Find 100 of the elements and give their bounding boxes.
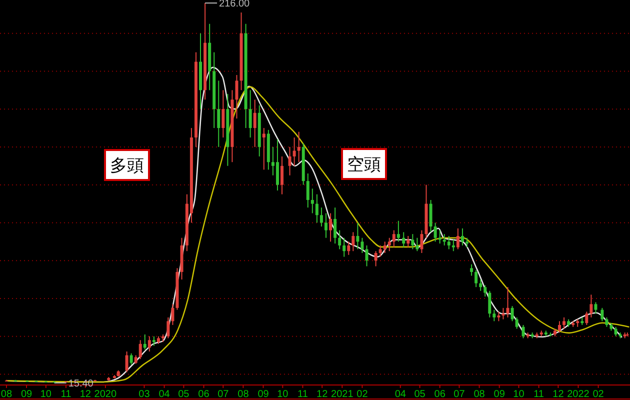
candlestick xyxy=(222,90,225,138)
candlestick xyxy=(334,207,337,244)
candlestick xyxy=(138,340,142,360)
candlestick xyxy=(515,316,518,330)
annotation: 多頭 xyxy=(110,156,144,176)
candlestick xyxy=(411,234,414,250)
candlestick xyxy=(125,350,128,373)
candlestick xyxy=(416,237,419,252)
candlestick xyxy=(347,241,350,256)
x-tick-label: 06 xyxy=(434,389,446,400)
candlestick xyxy=(292,136,296,166)
x-tick-label: 11 xyxy=(60,389,72,400)
candlestick xyxy=(605,316,608,328)
candlestick xyxy=(434,222,437,242)
candlestick xyxy=(600,307,604,322)
x-tick-label: 04 xyxy=(394,389,406,400)
x-tick-label: 05 xyxy=(414,389,426,400)
candlestick xyxy=(374,250,378,267)
candlestick xyxy=(470,264,474,276)
candlestick xyxy=(262,128,266,170)
candlestick xyxy=(253,99,256,148)
x-tick-label: 07 xyxy=(454,389,466,400)
x-tick-label: 09 xyxy=(258,389,270,400)
x-tick-label: 08 xyxy=(238,389,250,400)
candlestick xyxy=(452,239,455,252)
candlestick xyxy=(143,334,146,350)
candlestick xyxy=(506,286,510,318)
candlestick xyxy=(562,316,566,330)
candlestick xyxy=(217,80,220,148)
candlestick xyxy=(558,320,561,334)
candlestick xyxy=(396,220,400,242)
annotation: 空頭 xyxy=(347,154,381,175)
candlestick xyxy=(479,279,482,292)
x-tick-label: 12 xyxy=(552,389,564,400)
candlestick xyxy=(594,302,598,314)
x-tick-label: 10 xyxy=(513,389,525,400)
candlestick xyxy=(510,306,514,322)
candlestick xyxy=(420,230,424,254)
x-tick-label: 04 xyxy=(158,389,170,400)
candlestick xyxy=(297,131,300,163)
x-tick-label: 06 xyxy=(198,389,210,400)
candlestick xyxy=(352,232,355,252)
candlestick xyxy=(152,336,156,346)
candlestick xyxy=(497,311,500,322)
candlestick xyxy=(442,234,446,246)
candlestick xyxy=(474,270,478,288)
x-tick-label: 02 xyxy=(592,389,604,400)
candlestick xyxy=(522,324,525,339)
x-tick-label: 2021 xyxy=(331,389,354,400)
candlestick xyxy=(402,232,406,248)
x-tick-label: 10 xyxy=(40,389,52,400)
x-tick-label: 03 xyxy=(138,389,150,400)
x-tick-label: 2022 xyxy=(567,389,590,400)
candlestick xyxy=(585,311,588,326)
x-tick-label: 2020 xyxy=(94,389,117,400)
x-tick-label: 11 xyxy=(298,389,308,400)
candlestick xyxy=(342,237,346,258)
candlestick xyxy=(235,74,238,120)
candlestick xyxy=(365,244,368,267)
candlestick xyxy=(310,188,314,214)
candlestick xyxy=(280,156,284,195)
annotation: 216.00 xyxy=(219,0,250,10)
candlestick xyxy=(356,222,360,250)
candlestick xyxy=(406,235,410,248)
candlestick xyxy=(383,241,386,254)
x-tick-label: 07 xyxy=(218,389,230,400)
candlestick xyxy=(492,309,496,322)
x-tick-label: 11 xyxy=(534,389,544,400)
candlestick xyxy=(456,228,460,250)
candlestick xyxy=(324,212,328,238)
candlestick xyxy=(378,244,382,258)
candlestick xyxy=(130,352,133,366)
x-tick-label: 09 xyxy=(494,389,506,400)
candlestick xyxy=(148,336,151,352)
candlestick xyxy=(460,228,464,246)
x-tick-label: 09 xyxy=(20,389,33,400)
x-tick-label: 05 xyxy=(178,389,190,400)
candlestick xyxy=(614,326,618,337)
candlestick xyxy=(320,207,323,227)
x-tick-label: 10 xyxy=(277,389,289,400)
x-tick-label: 08 xyxy=(0,389,12,400)
candlestick xyxy=(388,237,391,252)
candlestick xyxy=(488,290,492,318)
x-tick-label: 08 xyxy=(474,389,486,400)
candlestick xyxy=(447,235,450,250)
candlestick xyxy=(484,284,487,298)
candlestick xyxy=(288,146,292,176)
candlestick xyxy=(315,194,318,224)
candlestick xyxy=(248,90,252,138)
candlestick xyxy=(338,230,342,250)
candlestick xyxy=(276,138,279,192)
candlestick xyxy=(466,237,468,248)
candlestick xyxy=(590,294,593,318)
candlestick xyxy=(429,199,432,233)
candlestick xyxy=(306,172,310,208)
x-tick-label: 12 xyxy=(316,389,328,400)
x-tick-label: 12 xyxy=(80,389,92,400)
candlestick xyxy=(502,307,505,320)
candlestick xyxy=(360,237,364,254)
candlestick xyxy=(166,316,170,339)
